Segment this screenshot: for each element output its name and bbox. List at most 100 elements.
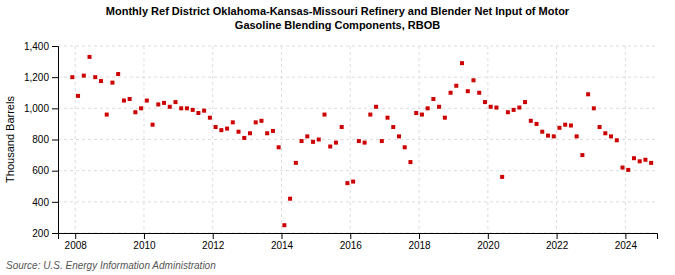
axis-line bbox=[52, 47, 59, 234]
point bbox=[259, 119, 263, 123]
point bbox=[214, 125, 218, 129]
point bbox=[168, 105, 172, 109]
point bbox=[93, 75, 97, 79]
tick: 2012 bbox=[202, 233, 225, 251]
title-line: Monthly Ref District Oklahoma-Kansas-Mis… bbox=[106, 5, 570, 17]
point bbox=[374, 105, 378, 109]
tick: 200 bbox=[32, 228, 58, 239]
tick-label: 2008 bbox=[65, 240, 88, 251]
tick-label: 2020 bbox=[477, 240, 500, 251]
plot-area: 2008201020122014201620182020202220242004… bbox=[24, 41, 658, 251]
point bbox=[196, 111, 200, 115]
point bbox=[460, 61, 464, 65]
point bbox=[420, 113, 424, 117]
point bbox=[500, 175, 504, 179]
point bbox=[638, 159, 642, 163]
point bbox=[219, 128, 223, 132]
point bbox=[105, 113, 109, 117]
point bbox=[466, 89, 470, 93]
tick-label: 1,200 bbox=[24, 72, 49, 83]
grid-line bbox=[58, 201, 657, 202]
point bbox=[471, 78, 475, 82]
chart: 2008201020122014201620182020202220242004… bbox=[0, 0, 675, 275]
title-line: Gasoline Blending Components, RBOB bbox=[235, 19, 440, 31]
tick-mark bbox=[557, 233, 558, 239]
point bbox=[426, 106, 430, 110]
annotation: Source: U.S. Energy Information Administ… bbox=[6, 260, 216, 271]
tick: 600 bbox=[32, 165, 58, 176]
point bbox=[110, 81, 114, 85]
point bbox=[208, 116, 212, 120]
point bbox=[133, 110, 137, 114]
point bbox=[225, 127, 229, 131]
point bbox=[282, 223, 286, 227]
tick-mark bbox=[52, 108, 58, 109]
grid-line bbox=[58, 170, 657, 171]
point bbox=[179, 106, 183, 110]
tick: 2018 bbox=[408, 233, 431, 251]
point bbox=[191, 108, 195, 112]
tick-label: 2022 bbox=[546, 240, 569, 251]
point bbox=[202, 109, 206, 113]
tick-mark bbox=[213, 233, 214, 239]
tick: 2016 bbox=[340, 233, 363, 251]
grid-line bbox=[58, 108, 657, 109]
point bbox=[265, 131, 269, 135]
point bbox=[621, 166, 625, 170]
grid-line bbox=[281, 46, 282, 233]
point bbox=[586, 92, 590, 96]
point bbox=[99, 79, 103, 83]
point bbox=[357, 139, 361, 143]
point bbox=[248, 131, 252, 135]
point bbox=[322, 113, 326, 117]
point bbox=[431, 97, 435, 101]
grid-line bbox=[212, 46, 213, 233]
point bbox=[454, 84, 458, 88]
x-axis: 200820102012201420162018202020222024 bbox=[59, 233, 658, 251]
point bbox=[609, 134, 613, 138]
point bbox=[82, 74, 86, 78]
tick-mark bbox=[625, 233, 626, 239]
tick-label: 2016 bbox=[340, 240, 363, 251]
point bbox=[340, 125, 344, 129]
y-axis: 2004006008001,0001,2001,400 bbox=[24, 41, 59, 239]
y-axis-title: Thousand Barrels bbox=[4, 96, 16, 183]
tick: 1,400 bbox=[24, 41, 58, 52]
tick-mark bbox=[52, 77, 58, 78]
point bbox=[569, 123, 573, 127]
point bbox=[540, 130, 544, 134]
point bbox=[151, 123, 155, 127]
tick-label: 2024 bbox=[615, 240, 638, 251]
point bbox=[277, 145, 281, 149]
tick-mark bbox=[350, 233, 351, 239]
tick: 2008 bbox=[65, 233, 88, 251]
point bbox=[477, 91, 481, 95]
point bbox=[237, 130, 241, 134]
tick: 2014 bbox=[271, 233, 294, 251]
point bbox=[483, 100, 487, 104]
tick-label: 200 bbox=[32, 228, 49, 239]
point bbox=[529, 119, 533, 123]
axis-line bbox=[59, 234, 658, 240]
point bbox=[380, 139, 384, 143]
point bbox=[552, 134, 556, 138]
point bbox=[437, 105, 441, 109]
point bbox=[592, 106, 596, 110]
tick-mark bbox=[75, 233, 76, 239]
point bbox=[173, 100, 177, 104]
tick: 1,000 bbox=[24, 103, 58, 114]
point bbox=[512, 108, 516, 112]
tick-mark bbox=[52, 202, 58, 203]
point bbox=[397, 134, 401, 138]
point bbox=[363, 141, 367, 145]
point bbox=[580, 153, 584, 157]
tick-mark bbox=[488, 233, 489, 239]
point bbox=[414, 111, 418, 115]
point bbox=[523, 100, 527, 104]
grid-line bbox=[350, 46, 351, 233]
point bbox=[386, 116, 390, 120]
tick-mark bbox=[52, 171, 58, 172]
point bbox=[632, 156, 636, 160]
tick: 2022 bbox=[546, 233, 569, 251]
point bbox=[615, 138, 619, 142]
